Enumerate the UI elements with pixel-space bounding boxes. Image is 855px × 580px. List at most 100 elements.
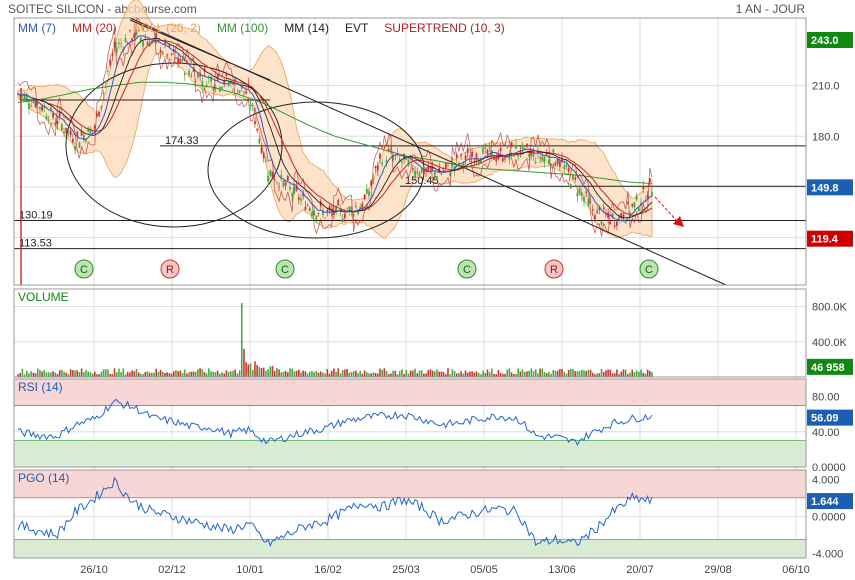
last-pgo-box — [807, 493, 853, 510]
candle-body — [431, 166, 434, 170]
volume-bar — [473, 372, 476, 377]
volume-bar — [638, 371, 640, 377]
signal-label-5: C — [645, 264, 653, 276]
volume-bar — [543, 371, 546, 377]
candle-body — [466, 148, 469, 153]
volume-bar — [269, 366, 272, 377]
low-value-text: 119.4 — [811, 234, 839, 246]
volume-bar — [396, 374, 399, 377]
candle-body — [376, 165, 379, 171]
volume-bar — [177, 371, 179, 377]
candle-body — [137, 29, 140, 31]
candle-body — [249, 104, 252, 107]
candle-body — [398, 158, 401, 162]
volume-bar — [282, 371, 285, 377]
volume-bar — [366, 372, 368, 377]
candle-body — [574, 177, 577, 180]
volume-bar — [304, 371, 307, 377]
volume-bar — [144, 372, 147, 377]
volume-bar — [80, 368, 83, 377]
volume-bar — [407, 373, 410, 377]
candle-body — [311, 212, 313, 217]
volume-bar — [361, 373, 364, 377]
volume-bar — [381, 369, 383, 377]
volume-bar — [91, 373, 94, 377]
volume-bar — [379, 368, 381, 377]
candle-body — [383, 147, 386, 149]
volume-bar — [596, 373, 598, 377]
candle-body — [550, 163, 552, 166]
candle-body — [642, 185, 645, 189]
candle-body — [148, 43, 151, 47]
legend: MM (7) MM (20) BOLL (20, 2) MM (100) MM (14)… — [18, 21, 505, 485]
candle-body — [561, 158, 563, 163]
candle-body — [517, 153, 520, 157]
candle-body — [613, 225, 616, 227]
x-date-label-7: 20/07 — [626, 564, 654, 576]
volume-bar — [539, 368, 541, 377]
candle-body — [609, 222, 612, 225]
candle-body — [278, 186, 280, 188]
candle-body — [361, 203, 364, 209]
candle-body — [269, 169, 272, 176]
volume-bar — [333, 368, 335, 377]
candle-body — [177, 57, 180, 63]
candle-body — [558, 161, 561, 167]
indicator-bands — [14, 379, 806, 558]
candle-body — [475, 153, 478, 160]
volume-bar — [570, 368, 572, 377]
candle-body — [111, 53, 114, 56]
candle-body — [254, 120, 256, 125]
x-date-label-5: 05/05 — [470, 564, 498, 576]
candle-body — [515, 145, 517, 149]
volume-bar — [335, 371, 337, 377]
candle-body — [221, 86, 223, 89]
volume-bar — [429, 369, 432, 377]
candle-body — [626, 203, 629, 205]
volume-bar — [449, 374, 451, 377]
volume-bar — [491, 368, 493, 377]
x-date-label-3: 16/02 — [314, 564, 342, 576]
volume-bar — [326, 368, 329, 377]
candle-body — [372, 178, 375, 180]
rsi-tick-label-0: 80.00 — [812, 392, 840, 404]
volume-bar — [157, 371, 160, 377]
volume-bar — [159, 369, 162, 377]
candle-body — [302, 193, 305, 197]
volume-bar — [515, 373, 517, 377]
candle-body — [155, 33, 158, 39]
volume-bar — [208, 368, 210, 377]
candle-body — [159, 50, 162, 53]
volume-bar — [578, 371, 581, 377]
candle-body — [199, 74, 201, 77]
candle-body — [300, 198, 302, 201]
candle-body — [532, 151, 535, 157]
rsi-title: RSI (14) — [18, 380, 63, 394]
volume-bar — [291, 368, 294, 377]
volume-bar — [238, 370, 241, 377]
volume-bar — [409, 370, 412, 377]
volume-bar — [249, 363, 252, 377]
volume-bar — [416, 373, 419, 377]
candle-body — [333, 210, 335, 215]
volume-bar — [197, 369, 199, 377]
candle-body — [324, 217, 327, 219]
volume-bar — [69, 369, 72, 377]
volume-bar — [572, 369, 574, 377]
volume-bar — [100, 371, 103, 377]
candle-body — [407, 159, 410, 166]
volume-bar — [618, 374, 620, 377]
volume-bar — [398, 371, 401, 377]
signal-badge-4 — [544, 259, 564, 279]
volume-bar — [47, 372, 50, 377]
volume-bar — [627, 374, 629, 377]
volume-bar — [96, 374, 98, 377]
candle-body — [508, 153, 511, 160]
candle-body — [598, 207, 601, 211]
volume-bar — [216, 370, 219, 377]
volume-bar — [322, 372, 324, 377]
period-label[interactable]: 1 AN - JOUR — [735, 2, 805, 16]
candle-body — [131, 38, 133, 41]
candle-body — [295, 184, 298, 191]
volume-bar — [587, 369, 590, 377]
